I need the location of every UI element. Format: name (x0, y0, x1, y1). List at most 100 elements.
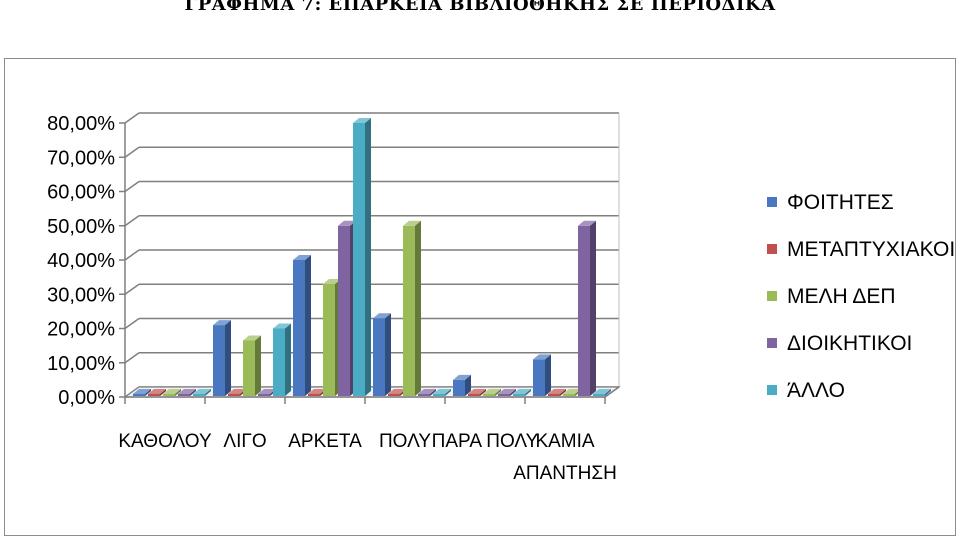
bar-top (308, 389, 326, 394)
bar (403, 220, 421, 396)
bar-side (495, 389, 501, 396)
bar-side (190, 389, 196, 396)
bar-top (548, 389, 566, 394)
bar-side (305, 255, 311, 396)
bar-front (563, 394, 575, 396)
bar-front (323, 283, 335, 396)
bar-front (468, 394, 480, 396)
bar-top (193, 389, 211, 394)
bar-side (480, 389, 486, 396)
bar-top (163, 389, 181, 394)
page-title: ΓΡΑΦΗΜΑ 7: ΕΠΑΡΚΕΙΑ ΒΙΒΛΙΟΘΗΚΗΣ ΣΕ ΠΕΡΙΟ… (184, 0, 776, 15)
bar-front (148, 394, 160, 396)
bar-top (468, 389, 486, 394)
bar (178, 389, 196, 396)
legend-swatch (767, 385, 777, 395)
bar-top (178, 389, 196, 394)
bar-side (285, 323, 291, 396)
legend-swatch (767, 338, 777, 348)
bar-side (590, 220, 596, 396)
bars (133, 118, 611, 396)
bar-front (403, 225, 415, 396)
legend-item: ΦΟΙΤΗΤΕΣ (767, 191, 894, 214)
bar-front (293, 260, 305, 396)
y-tick-label: 60,00% (47, 182, 115, 204)
gridline-side (124, 283, 140, 295)
bar-top (373, 313, 391, 319)
bar (148, 389, 166, 396)
bar-side (545, 354, 551, 396)
bar-side (385, 313, 391, 396)
bar-front (178, 394, 190, 396)
bar-front (273, 328, 285, 396)
bar-top (403, 220, 421, 226)
x-tick-label: ΠΟΛΥ (379, 431, 431, 452)
gridline-side (124, 249, 140, 261)
legend-label: ΦΟΙΤΗΤΕΣ (787, 191, 894, 214)
bar (163, 389, 181, 396)
bar-front (308, 394, 320, 396)
bar-front (228, 394, 240, 396)
bar-side (255, 335, 261, 396)
bar-side (205, 389, 211, 396)
bar (353, 118, 371, 396)
bar (578, 220, 596, 396)
bar-front (453, 379, 465, 396)
bar-top (483, 389, 501, 394)
bar-side (465, 374, 471, 396)
x-tick-label: ΠΑΡΑ ΠΟΛΥ (432, 431, 539, 452)
bar-front (548, 394, 560, 396)
bar-chart: 0,00% 10,00% 20,00% 30,00% 40,00% 50,00% 60,00… (47, 112, 955, 484)
legend-swatch (767, 244, 777, 254)
bar-side (510, 389, 516, 396)
x-tick-label: ΑΡΚΕΤΑ (288, 431, 362, 452)
bar-front (513, 394, 525, 396)
x-tick-label: ΑΠΑΝΤΗΣΗ (513, 463, 617, 484)
bar-front (258, 394, 270, 396)
bar (243, 335, 261, 396)
bar (193, 389, 211, 396)
bar-front (163, 394, 175, 396)
bar-top (228, 389, 246, 394)
bar-side (525, 389, 531, 396)
x-tick-label: ΚΑΜΙΑ (535, 431, 594, 452)
legend-item: ΜΕΤΑΠΤΥΧΙΑΚΟΙ (767, 238, 955, 261)
bar (498, 389, 516, 396)
y-tick-label: 20,00% (47, 319, 115, 341)
bar-side (445, 389, 451, 396)
bar-front (373, 318, 385, 396)
bar-top (533, 354, 551, 360)
bar-front (533, 359, 545, 396)
legend-label: ΆΛΛΟ (787, 379, 845, 402)
legend-item: ΔΙΟΙΚΗΤΙΚΟΙ (767, 332, 912, 355)
bar (513, 389, 531, 396)
bar-side (175, 389, 181, 396)
bar (133, 389, 151, 396)
bar (593, 389, 611, 396)
y-tick-label: 80,00% (47, 113, 115, 135)
bar-side (415, 220, 421, 396)
bar (548, 389, 566, 396)
bar-front (338, 225, 350, 396)
bar (213, 320, 231, 396)
bar (293, 255, 311, 396)
bar-top (433, 389, 451, 394)
bar-top (563, 389, 581, 394)
gridline-side (124, 112, 140, 124)
x-tick-label: ΚΑΘΟΛΟΥ (118, 431, 212, 452)
legend-item: ΜΕΛΗ ΔΕΠ (767, 285, 896, 308)
bar-front (418, 394, 430, 396)
bar (453, 374, 471, 396)
bar-top (243, 335, 261, 341)
bar-front (193, 394, 205, 396)
bar-front (498, 394, 510, 396)
bar-front (353, 123, 365, 396)
y-tick-label: 10,00% (47, 353, 115, 375)
bar-top (418, 389, 436, 394)
bar-side (365, 118, 371, 396)
bar-top (323, 278, 341, 284)
bar (273, 323, 291, 396)
bar-front (483, 394, 495, 396)
bar-front (388, 394, 400, 396)
